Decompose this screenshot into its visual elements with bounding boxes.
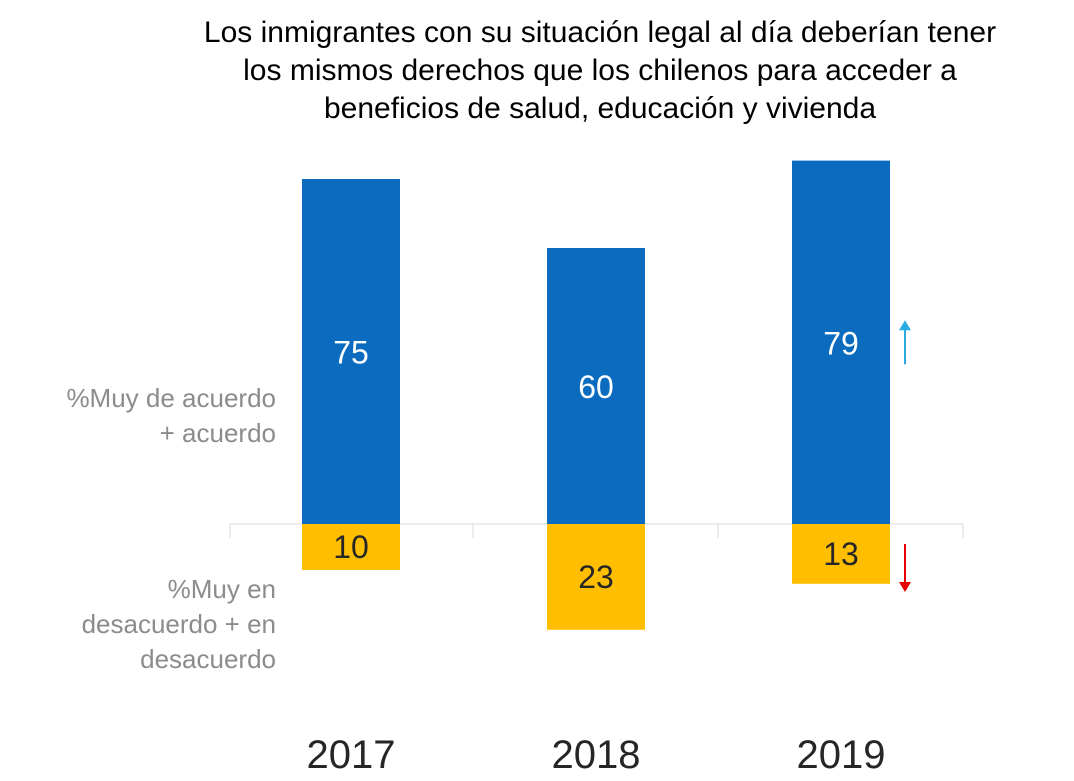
bar-disagree (792, 524, 890, 584)
category-label: 2017 (307, 733, 396, 777)
chart-title-line: beneficios de salud, educación y viviend… (323, 92, 877, 125)
chart-title-line: Los inmigrantes con su situación legal a… (203, 16, 997, 49)
chart-title: Los inmigrantes con su situación legal a… (130, 14, 1070, 128)
series-label-line: desacuerdo (140, 644, 276, 674)
series-label-line: + acuerdo (159, 418, 276, 448)
series-label-line: %Muy de acuerdo (66, 383, 276, 413)
arrow-head (899, 320, 911, 331)
data-label-agree: 79 (823, 325, 859, 361)
category-label: 2019 (797, 733, 886, 777)
bar-disagree (302, 524, 400, 570)
bar-agree (792, 160, 890, 524)
data-label-disagree: 10 (333, 529, 369, 565)
bar-disagree (547, 524, 645, 630)
series-label-line: %Muy en (167, 574, 276, 604)
data-label-agree: 75 (333, 335, 369, 371)
bar-agree (302, 179, 400, 524)
series-label-disagree: %Muy en desacuerdo + en desacuerdo (82, 572, 276, 677)
arrow-up-icon (899, 320, 911, 365)
arrow-head (899, 582, 911, 592)
category-label: 2018 (552, 733, 641, 777)
series-label-line: desacuerdo + en (81, 609, 276, 639)
data-label-agree: 60 (578, 369, 614, 405)
bar-agree (547, 248, 645, 524)
arrow-down-icon (899, 544, 911, 592)
series-label-agree: %Muy de acuerdo + acuerdo (66, 381, 276, 451)
data-label-disagree: 23 (578, 559, 614, 595)
chart-title-line: los mismos derechos que los chilenos par… (243, 54, 957, 87)
data-label-disagree: 13 (823, 536, 859, 572)
